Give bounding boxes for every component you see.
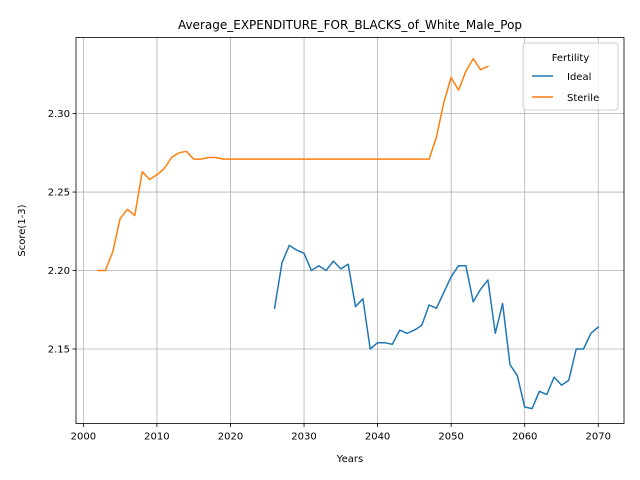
legend-box: [522, 42, 619, 111]
chart-title: Average_EXPENDITURE_FOR_BLACKS_of_White_…: [178, 18, 522, 32]
x-tick-label: 2000: [71, 432, 96, 443]
legend-title: Fertility: [552, 53, 590, 64]
x-tick-label: 2050: [438, 432, 463, 443]
x-tick-label: 2030: [291, 432, 316, 443]
series-line-sterile: [97, 57, 489, 272]
series-lines: [97, 57, 600, 410]
x-tick-label: 2010: [144, 432, 169, 443]
x-tick-label: 2020: [218, 432, 243, 443]
x-tick-label: 2040: [365, 432, 390, 443]
legend-label-ideal: Ideal: [567, 72, 591, 83]
y-tick-label: 2.25: [48, 188, 70, 199]
x-tick-label: 2070: [586, 432, 611, 443]
legend-label-sterile: Sterile: [567, 93, 599, 104]
x-axis-label: Years: [336, 454, 363, 465]
series-line-ideal: [273, 244, 600, 410]
y-tick-label: 2.30: [48, 109, 70, 120]
x-tick-label: 2060: [512, 432, 537, 443]
y-tick-label: 2.20: [48, 266, 70, 277]
legend: Fertility Ideal Sterile: [522, 42, 619, 111]
y-axis-label: Score(1-3): [17, 204, 28, 256]
y-tick-label: 2.15: [48, 344, 70, 355]
axis-ticks: 2000 2010 2020 2030 2040 2050 2060 2070 2.15 2.20…: [48, 109, 611, 442]
plot-frame: [75, 37, 625, 424]
